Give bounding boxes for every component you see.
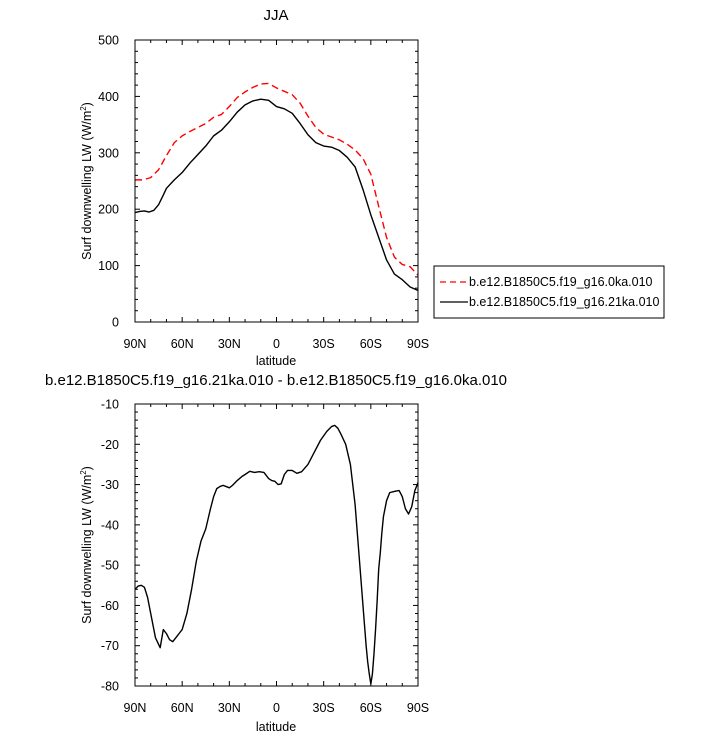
legend-box <box>433 265 665 319</box>
bottom-ytick-label: -70 <box>101 639 119 653</box>
bottom-chart-ylabel-main: Surf downwelling LW (W/m <box>80 475 94 624</box>
bottom-xtick-label: 30N <box>218 701 241 715</box>
top-chart-legend: b.e12.B1850C5.f19_g16.0ka.010 b.e12.B185… <box>433 265 665 319</box>
bottom-chart-ylabel-close: ) <box>80 466 94 470</box>
top-chart-series <box>134 82 419 292</box>
top-ytick-label: 100 <box>98 259 119 273</box>
bottom-chart-xlabel: latitude <box>256 720 296 734</box>
top-xtick-label: 30N <box>218 337 241 351</box>
bottom-ytick-label: -10 <box>101 398 119 412</box>
bottom-chart-frame <box>134 403 419 687</box>
legend-label-21ka: b.e12.B1850C5.f19_g16.21ka.010 <box>469 295 659 309</box>
top-chart-ylabel: Surf downwelling LW (W/m2) <box>79 102 94 260</box>
top-chart-title: JJA <box>263 7 288 24</box>
bottom-chart-title: b.e12.B1850C5.f19_g16.21ka.010 - b.e12.B… <box>45 372 507 389</box>
top-ytick-label: 400 <box>98 90 119 104</box>
top-xtick-label: 90S <box>407 337 429 351</box>
top-chart-ylabel-sup: 2 <box>79 106 88 111</box>
bottom-ytick-label: -60 <box>101 599 119 613</box>
top-series-line-1 <box>134 98 419 292</box>
bottom-xtick-label: 90S <box>407 701 429 715</box>
top-chart-ylabel-close: ) <box>80 102 94 106</box>
legend-label-0ka: b.e12.B1850C5.f19_g16.0ka.010 <box>469 275 653 289</box>
bottom-ytick-label: -20 <box>101 438 119 452</box>
bottom-chart-ylabel-sup: 2 <box>79 470 88 475</box>
bottom-series-line-0 <box>134 424 419 685</box>
bottom-xtick-label: 60N <box>171 701 194 715</box>
top-series-line-0 <box>135 82 419 276</box>
top-ytick-label: 0 <box>112 316 119 330</box>
top-xtick-label: 0 <box>273 337 280 351</box>
bottom-xtick-label: 90N <box>124 701 147 715</box>
bottom-line-chart: b.e12.B1850C5.f19_g16.21ka.010 - b.e12.B… <box>45 372 507 734</box>
top-chart-xlabel: latitude <box>256 354 296 368</box>
bottom-chart-ylabel: Surf downwelling LW (W/m2) <box>79 466 94 624</box>
top-chart-frame <box>134 39 419 323</box>
bottom-xtick-label: 60S <box>360 701 382 715</box>
top-line-chart: JJA 90N 60N 30N 0 30S 60S 90S0100200300400500 … <box>79 7 665 368</box>
top-ytick-label: 200 <box>98 203 119 217</box>
top-ytick-label: 300 <box>98 146 119 160</box>
bottom-xtick-label: 30S <box>313 701 335 715</box>
bottom-ytick-label: -30 <box>101 478 119 492</box>
top-chart-ticks: 90N 60N 30N 0 30S 60S 90S 0 100 200 300 400 500 <box>98 34 429 352</box>
top-chart-ylabel-main: Surf downwelling LW (W/m <box>80 111 94 260</box>
bottom-ytick-label: -80 <box>101 680 119 694</box>
bottom-chart-ticks: 90N 60N 30N 0 30S 60S 90S -80 -70 -60 -50 -40 -30 -20… <box>101 398 429 716</box>
bottom-chart-series <box>134 424 419 685</box>
bottom-xtick-label: 0 <box>273 701 280 715</box>
top-xtick-label: 60S <box>360 337 382 351</box>
bottom-ytick-label: -50 <box>101 559 119 573</box>
top-ytick-label: 500 <box>98 34 119 48</box>
bottom-ytick-label: -40 <box>101 518 119 532</box>
top-xtick-label: 90N <box>124 337 147 351</box>
top-xtick-label: 30S <box>313 337 335 351</box>
top-xtick-label: 60N <box>171 337 194 351</box>
